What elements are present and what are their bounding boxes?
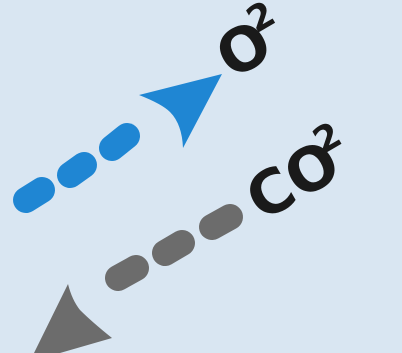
co2-arrow — [34, 204, 243, 353]
co2-arrow-dash-3 — [105, 255, 149, 291]
oxygen-arrow-dash-3 — [99, 123, 140, 161]
oxygen-arrow-dash-2 — [57, 152, 97, 188]
co2-arrow-dash-2 — [152, 230, 195, 266]
co2-arrow-dash-1 — [199, 204, 243, 240]
oxygen-arrowhead — [139, 74, 222, 148]
co2-label: CO 2 — [235, 115, 352, 235]
oxygen-arrow — [13, 74, 222, 213]
oxygen-arrow-dash-1 — [13, 177, 55, 213]
co2-arrowhead — [34, 284, 112, 353]
